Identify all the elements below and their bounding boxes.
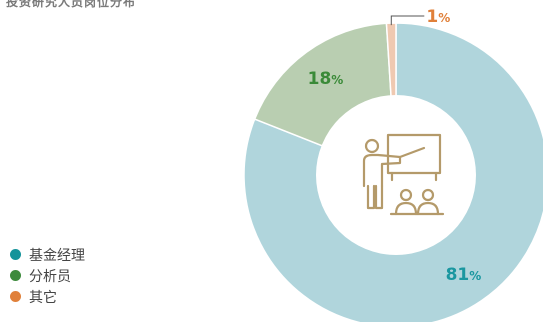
data-label-manager: 81% <box>446 265 482 285</box>
legend-item-manager: 基金经理 <box>10 244 85 265</box>
legend-label-other: 其它 <box>29 289 57 306</box>
legend-dot-other <box>10 291 21 302</box>
legend-label-manager: 基金经理 <box>29 247 85 264</box>
slice-manager <box>243 22 543 322</box>
data-label-other: 1% <box>426 7 450 27</box>
chart-legend: 基金经理 分析员 其它 <box>10 244 85 307</box>
legend-label-analyst: 分析员 <box>29 268 71 285</box>
donut-hole <box>316 95 476 255</box>
teacher-presenting-icon <box>362 133 445 216</box>
data-label-analyst: 18% <box>308 69 344 89</box>
legend-item-other: 其它 <box>10 286 85 307</box>
leader-line-other <box>390 15 425 26</box>
legend-item-analyst: 分析员 <box>10 265 85 286</box>
legend-dot-manager <box>10 249 21 260</box>
chart-title: 投资研究人员岗位分布 <box>6 0 137 9</box>
leader-line <box>390 15 425 26</box>
data-labels: 81% 18% 1% <box>308 7 482 285</box>
legend-dot-analyst <box>10 270 21 281</box>
